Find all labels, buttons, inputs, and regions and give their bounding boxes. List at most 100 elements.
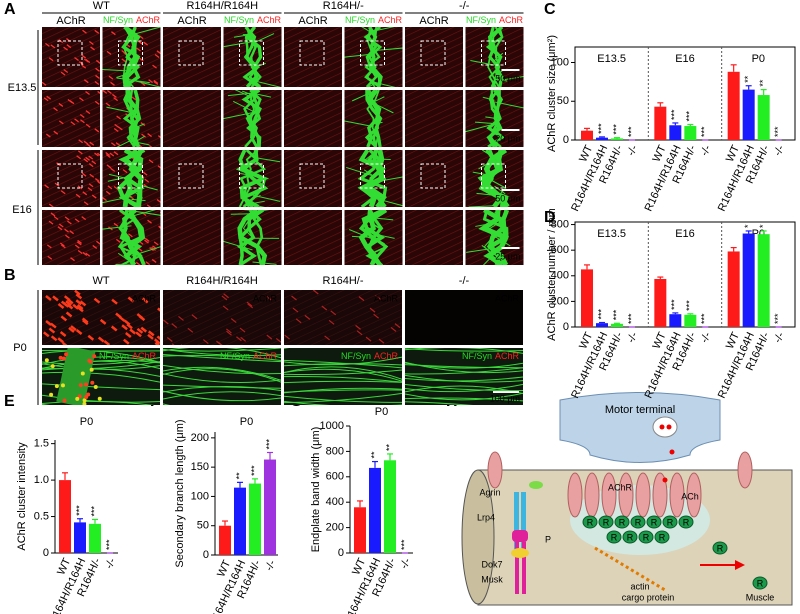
fold bbox=[567, 472, 583, 518]
micrograph bbox=[284, 210, 342, 265]
achr-cluster bbox=[83, 79, 89, 84]
genotype-label: WT bbox=[92, 275, 109, 287]
achr-cluster bbox=[50, 44, 56, 49]
significance: *** bbox=[773, 126, 783, 137]
achr-cluster bbox=[70, 325, 77, 332]
achr-cluster bbox=[143, 41, 148, 46]
axon bbox=[405, 397, 523, 402]
nerve bbox=[236, 210, 262, 265]
receptor-label: R bbox=[603, 517, 610, 527]
nerve bbox=[119, 210, 143, 265]
channel-name: NF/Syn bbox=[462, 351, 492, 361]
achr-cluster bbox=[157, 307, 160, 312]
achr-cluster bbox=[81, 54, 87, 59]
y-tick-label: 0 bbox=[203, 549, 209, 561]
endplate bbox=[62, 398, 67, 403]
significance: *** bbox=[700, 313, 710, 324]
nerve bbox=[482, 210, 509, 265]
y-tick-label: 0 bbox=[43, 547, 49, 559]
nerve bbox=[122, 27, 138, 87]
axon bbox=[42, 357, 160, 365]
significance: *** bbox=[596, 123, 606, 134]
achr-cluster bbox=[304, 314, 311, 320]
branch bbox=[481, 245, 495, 256]
achr-cluster bbox=[121, 58, 127, 63]
achr-cluster bbox=[136, 47, 141, 52]
axon bbox=[405, 383, 523, 393]
y-axis-label: Endplate band width (μm) bbox=[310, 427, 322, 553]
achr-cluster bbox=[48, 327, 56, 334]
inset-box bbox=[57, 163, 83, 189]
significance: ** bbox=[743, 75, 753, 83]
branch bbox=[373, 233, 395, 239]
achr-cluster bbox=[144, 178, 150, 183]
branch bbox=[367, 83, 374, 87]
branch bbox=[223, 41, 253, 48]
image bbox=[405, 290, 523, 345]
achr-cluster bbox=[105, 153, 111, 159]
achr-cluster bbox=[135, 261, 141, 265]
achr-cluster bbox=[82, 319, 89, 326]
achr-cluster bbox=[292, 307, 299, 313]
achr-cluster bbox=[85, 59, 91, 64]
receptor-label: R bbox=[667, 517, 674, 527]
achr-cluster bbox=[87, 334, 95, 341]
achr-cluster bbox=[148, 159, 154, 164]
achr-cluster bbox=[125, 332, 132, 338]
achr-cluster bbox=[95, 67, 100, 72]
endplate bbox=[82, 398, 87, 403]
achr-cluster bbox=[142, 171, 148, 176]
image bbox=[102, 90, 161, 147]
receptor bbox=[752, 576, 768, 590]
dok7 bbox=[511, 548, 529, 558]
achr-cluster bbox=[83, 201, 89, 206]
inset-box bbox=[178, 163, 204, 189]
receptor bbox=[712, 541, 728, 555]
achr-cluster bbox=[114, 123, 120, 128]
y-tick-label: 150 bbox=[191, 461, 209, 473]
bar bbox=[757, 234, 770, 327]
micrograph bbox=[42, 210, 100, 265]
nerve bbox=[365, 27, 378, 87]
y-tick-label: 200 bbox=[551, 295, 569, 307]
inset-box bbox=[420, 40, 446, 66]
achr-cluster bbox=[60, 190, 66, 195]
musk bbox=[515, 542, 519, 594]
achr-cluster bbox=[153, 79, 159, 84]
micrograph bbox=[405, 150, 463, 207]
vesicle bbox=[652, 416, 678, 438]
achr-cluster bbox=[115, 238, 121, 243]
bar bbox=[669, 125, 682, 140]
achr-cluster bbox=[43, 97, 49, 102]
significance: *** bbox=[264, 438, 274, 449]
y-tick-label: 200 bbox=[326, 522, 344, 534]
branch bbox=[373, 197, 403, 207]
achr-cluster bbox=[91, 160, 97, 165]
achr-cluster bbox=[88, 155, 94, 160]
endplate bbox=[75, 396, 80, 401]
channel-label: AChR bbox=[132, 293, 157, 303]
achr-cluster bbox=[98, 146, 100, 147]
nerve bbox=[241, 90, 262, 147]
fold bbox=[601, 472, 617, 518]
nerve bbox=[242, 27, 261, 87]
label: ACh bbox=[681, 491, 699, 501]
endplate bbox=[44, 358, 49, 363]
achr-cluster bbox=[156, 199, 161, 203]
nerve bbox=[238, 150, 269, 207]
bar bbox=[654, 278, 667, 327]
axon bbox=[405, 348, 523, 354]
ach bbox=[659, 424, 665, 430]
branch bbox=[373, 81, 396, 87]
chart-title: P0 bbox=[375, 406, 388, 418]
significance: *** bbox=[596, 309, 606, 320]
branch bbox=[494, 71, 505, 77]
achr-cluster bbox=[82, 29, 87, 34]
achr-cluster bbox=[110, 325, 118, 332]
achr-cluster bbox=[81, 216, 87, 221]
achr-cluster bbox=[158, 226, 161, 229]
achr-cluster bbox=[121, 324, 128, 331]
channel-name: NF/Syn bbox=[466, 15, 496, 25]
significance: ** bbox=[758, 79, 768, 87]
achr-cluster bbox=[265, 295, 272, 301]
